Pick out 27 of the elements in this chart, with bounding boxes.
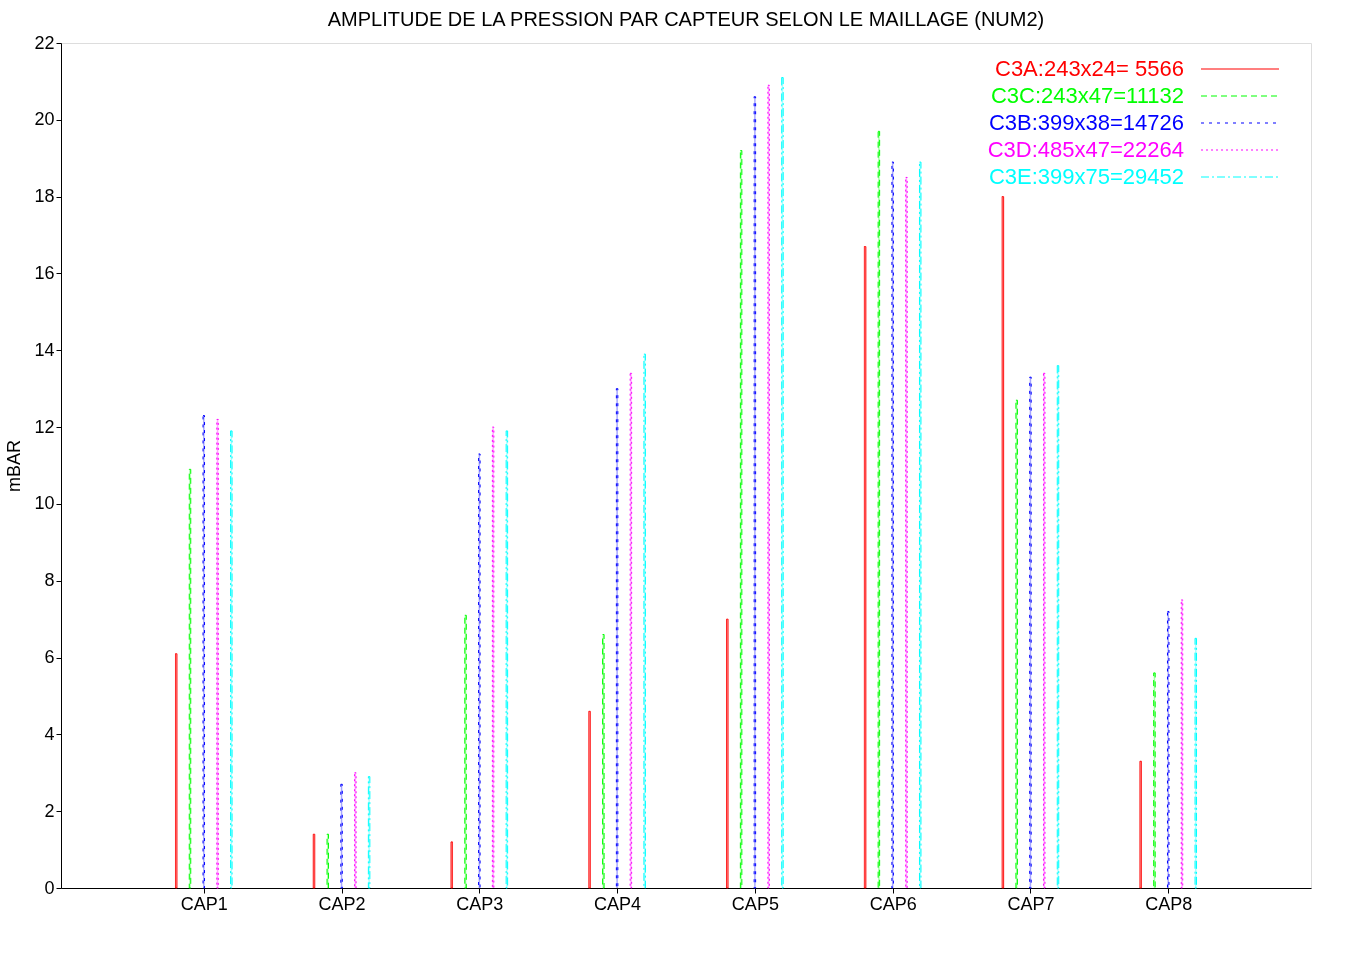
y-tick-label: 18 — [34, 186, 55, 207]
y-tick-label: 22 — [34, 32, 55, 53]
x-tick-label: CAP4 — [594, 893, 642, 914]
y-tick-label: 6 — [44, 647, 55, 668]
legend-label: C3C:243x47=11132 — [990, 83, 1184, 108]
x-tick-label: CAP5 — [731, 893, 779, 914]
x-tick-label: CAP8 — [1145, 893, 1193, 914]
y-tick-label: 20 — [34, 109, 55, 130]
y-tick-label: 8 — [44, 570, 55, 591]
y-tick-label: 12 — [34, 416, 55, 437]
y-tick-label: 16 — [34, 262, 55, 283]
legend-label: C3D:485x47=22264 — [987, 137, 1184, 162]
y-tick-label: 10 — [34, 493, 55, 514]
chart-title: AMPLITUDE DE LA PRESSION PAR CAPTEUR SELON LE MAILLAGE (NUM2) — [327, 8, 1045, 30]
x-tick-label: CAP2 — [318, 893, 366, 914]
x-tick-label: CAP3 — [456, 893, 504, 914]
y-tick-label: 2 — [44, 800, 55, 821]
legend-label: C3E:399x75=29452 — [988, 164, 1184, 189]
x-tick-label: CAP6 — [869, 893, 917, 914]
legend-label: C3B:399x38=14726 — [988, 110, 1184, 135]
x-tick-label: CAP7 — [1007, 893, 1055, 914]
y-axis-title: mBAR — [4, 439, 25, 493]
y-tick-label: 0 — [44, 877, 55, 898]
x-tick-label: CAP1 — [180, 893, 228, 914]
y-tick-label: 14 — [34, 339, 55, 360]
legend-label: C3A:243x24= 5566 — [995, 56, 1184, 81]
y-tick-label: 4 — [44, 723, 55, 744]
